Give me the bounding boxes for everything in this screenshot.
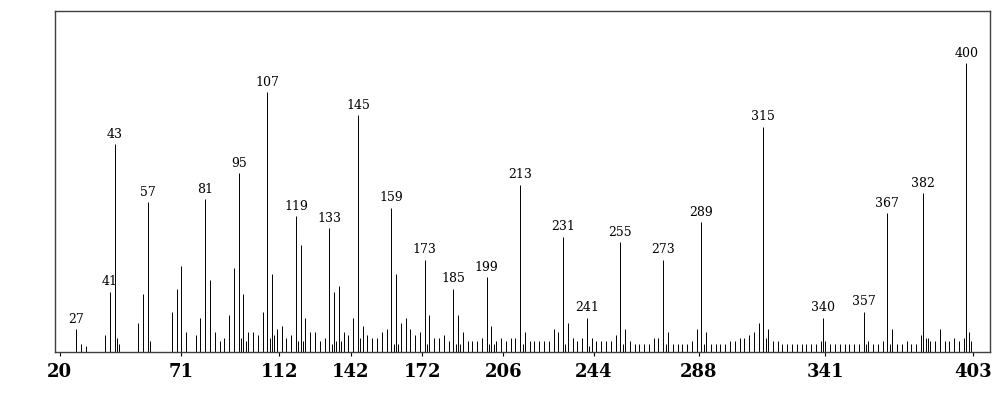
- Text: 382: 382: [911, 177, 935, 190]
- Text: 95: 95: [231, 156, 247, 169]
- Text: 145: 145: [346, 99, 370, 112]
- Text: 315: 315: [751, 110, 775, 123]
- Text: 133: 133: [317, 211, 341, 224]
- Text: 213: 213: [508, 168, 532, 181]
- Text: 159: 159: [379, 191, 403, 204]
- Text: 41: 41: [102, 275, 118, 288]
- Text: 81: 81: [197, 182, 213, 195]
- Text: 57: 57: [140, 185, 156, 198]
- Text: 400: 400: [954, 47, 978, 60]
- Text: 340: 340: [811, 301, 835, 313]
- Text: 289: 289: [690, 205, 713, 218]
- Text: 107: 107: [255, 76, 279, 89]
- Text: 199: 199: [475, 260, 499, 273]
- Text: 173: 173: [413, 243, 437, 256]
- Text: 357: 357: [852, 295, 875, 308]
- Text: 27: 27: [69, 312, 84, 325]
- Text: 241: 241: [575, 301, 599, 313]
- Text: 119: 119: [284, 200, 308, 213]
- Text: 367: 367: [875, 197, 899, 210]
- Text: 255: 255: [608, 226, 632, 239]
- Text: 231: 231: [551, 220, 575, 233]
- Text: 43: 43: [107, 128, 123, 141]
- Text: 185: 185: [441, 272, 465, 285]
- Text: 273: 273: [651, 243, 675, 256]
